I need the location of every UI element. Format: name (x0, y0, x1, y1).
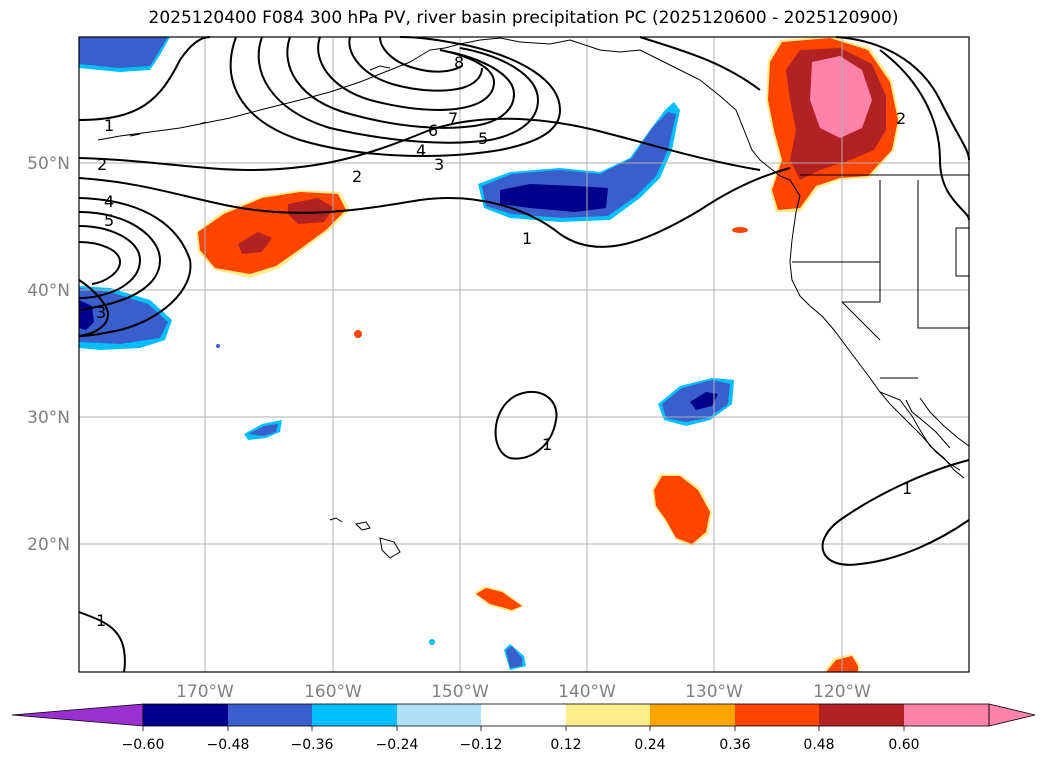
colorbar-extend-high (988, 703, 1036, 727)
pv-contours (78, 36, 970, 673)
colorbar-tick-label: −0.12 (460, 737, 503, 753)
colorbar: −0.60 −0.48 −0.36 −0.24 −0.12 0.12 0.24 … (11, 703, 1036, 753)
precip-shading (79, 36, 900, 672)
colorbar-tick-label: 0.24 (634, 737, 665, 753)
colorbar-bin (228, 704, 312, 726)
contour-label: 2 (97, 155, 107, 174)
colorbar-tick-label: 0.48 (803, 737, 834, 753)
lat-label-20: 20°N (27, 535, 70, 555)
colorbar-bin (904, 704, 989, 726)
contour-label: 7 (448, 109, 458, 128)
colorbar-tick-label: −0.24 (376, 737, 419, 753)
colorbar-tick-label: −0.36 (291, 737, 334, 753)
lon-label-170w: 170°W (176, 682, 234, 702)
map-frame (78, 36, 970, 673)
colorbar-bin (397, 704, 481, 726)
colorbar-bin (143, 704, 228, 726)
precip-dot-orange-1 (354, 330, 362, 338)
colorbar-tick-label: 0.12 (550, 737, 581, 753)
contour-label: 1 (522, 229, 532, 248)
colorbar-bin (735, 704, 819, 726)
contour-label: 1 (542, 435, 552, 454)
contour-label: 5 (104, 211, 114, 230)
colorbar-bin (650, 704, 735, 726)
contour-label: 1 (104, 116, 114, 135)
lat-label-50: 50°N (27, 154, 70, 174)
contour-label: 4 (416, 141, 426, 160)
lon-label-150w: 150°W (431, 682, 489, 702)
contour-labels: 1 2 4 5 3 8 7 6 5 4 3 2 1 1 2 1 1 (96, 53, 912, 630)
colorbar-tick-label: −0.60 (122, 737, 165, 753)
contour-label: 4 (104, 192, 114, 211)
colorbar-extend-low (11, 703, 144, 727)
colorbar-bin (481, 704, 566, 726)
lat-label-40: 40°N (27, 281, 70, 301)
contour-label: 1 (96, 611, 106, 630)
colorbar-bin (566, 704, 650, 726)
contour-label: 5 (478, 129, 488, 148)
colorbar-bin (819, 704, 904, 726)
colorbar-tick-label: 0.36 (719, 737, 750, 753)
lon-label-160w: 160°W (304, 682, 362, 702)
contour-label: 3 (96, 303, 106, 322)
colorbar-tick-label: −0.48 (207, 737, 250, 753)
colorbar-bin (312, 704, 397, 726)
contour-label: 2 (352, 167, 362, 186)
contour-label: 8 (454, 53, 464, 72)
lon-label-120w: 120°W (813, 682, 871, 702)
lat-labels: 50°N 40°N 30°N 20°N (27, 154, 70, 555)
map-title: 2025120400 F084 300 hPa PV, river basin … (148, 8, 899, 28)
contour-label: 1 (902, 479, 912, 498)
lon-label-130w: 130°W (685, 682, 743, 702)
colorbar-tick-label: 0.60 (888, 737, 919, 753)
contour-label: 6 (428, 121, 438, 140)
contour-label: 3 (434, 155, 444, 174)
contour-label: 2 (896, 109, 906, 128)
lon-label-140w: 140°W (558, 682, 616, 702)
lon-labels: 170°W 160°W 150°W 140°W 130°W 120°W (176, 682, 871, 702)
lat-label-30: 30°N (27, 408, 70, 428)
